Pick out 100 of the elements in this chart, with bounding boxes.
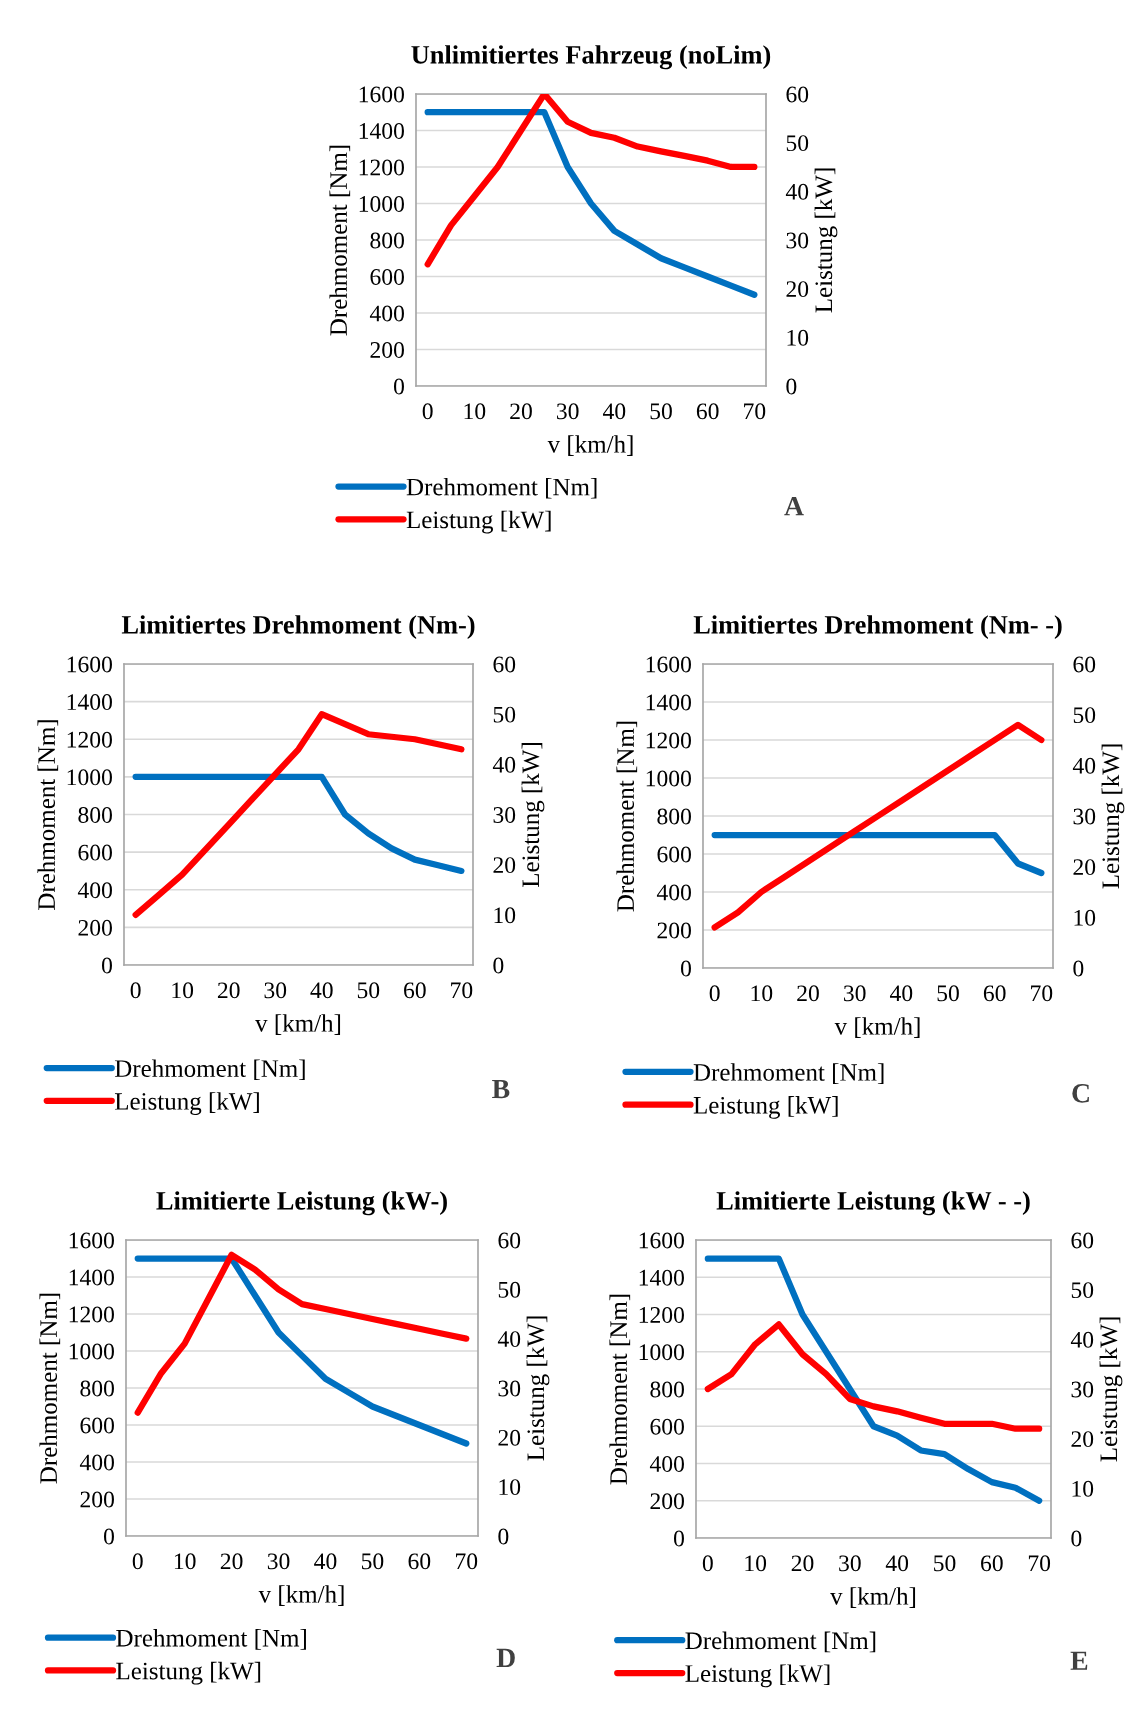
- y-tick-label: 800: [650, 1381, 684, 1398]
- x-tick-label: 10: [751, 985, 773, 1002]
- x-tick-label: 20: [797, 985, 819, 1002]
- legend-label: Drehmoment [Nm]: [685, 1631, 876, 1653]
- x-tick-label: 30: [843, 985, 866, 1002]
- y2-axis-title: Leistung [kW]: [1101, 744, 1125, 889]
- x-axis-title: v [km/h]: [547, 435, 633, 456]
- y2-tick-label: 30: [786, 232, 809, 249]
- y2-tick-label: 30: [1071, 1381, 1094, 1398]
- y-axis-title: Drehmoment [Nm]: [609, 1294, 631, 1485]
- y-tick-label: 1600: [359, 86, 404, 103]
- legend-label: Leistung [kW]: [114, 1092, 259, 1115]
- y-axis-title: Drehmoment [Nm]: [329, 145, 351, 336]
- legend-label: Leistung [kW]: [406, 510, 551, 534]
- y-tick-label: 200: [78, 919, 112, 936]
- y2-tick-label: 0: [1071, 1530, 1082, 1547]
- y2-tick-label: 30: [1073, 808, 1096, 825]
- x-tick-label: 70: [744, 403, 766, 420]
- x-tick-label: 20: [220, 1553, 243, 1570]
- x-tick-label: 50: [937, 985, 959, 1002]
- y-tick-label: 1400: [646, 694, 691, 711]
- x-tick-label: 70: [1031, 985, 1053, 1002]
- legend-label: Drehmoment [Nm]: [406, 477, 597, 499]
- y-tick-label: 1000: [646, 770, 691, 787]
- y-tick-label: 0: [393, 378, 404, 395]
- y2-tick-label: 20: [498, 1429, 521, 1446]
- y2-tick-label: 30: [493, 806, 516, 823]
- y-tick-label: 0: [103, 1528, 114, 1545]
- y2-axis-title: Leistung [kW]: [814, 168, 838, 313]
- y-tick-label: 0: [101, 957, 112, 974]
- y-tick-label: 1600: [646, 656, 691, 673]
- x-tick-label: 50: [934, 1555, 956, 1572]
- y2-tick-label: 50: [786, 135, 809, 152]
- y2-tick-label: 60: [1073, 656, 1096, 673]
- x-axis-title: v [km/h]: [834, 1017, 920, 1038]
- y-tick-label: 0: [680, 960, 691, 977]
- x-tick-label: 40: [889, 985, 913, 1002]
- legend-label: Leistung [kW]: [693, 1096, 838, 1119]
- y-tick-label: 200: [80, 1491, 114, 1508]
- y-axis-title: Drehmoment [Nm]: [39, 1293, 61, 1484]
- x-tick-label: 10: [745, 1555, 767, 1572]
- legend-label: Leistung [kW]: [116, 1661, 261, 1685]
- y2-tick-label: 10: [494, 907, 516, 924]
- y-tick-label: 400: [656, 884, 691, 901]
- y-tick-label: 1200: [639, 1306, 684, 1323]
- x-tick-label: 20: [217, 982, 240, 999]
- y-tick-label: 1000: [639, 1344, 684, 1361]
- y2-tick-label: 0: [1073, 960, 1084, 977]
- x-tick-label: 70: [456, 1553, 478, 1570]
- y-tick-label: 400: [649, 1455, 684, 1472]
- x-axis-title: v [km/h]: [258, 1585, 344, 1606]
- y-tick-label: 600: [78, 844, 112, 861]
- y-tick-label: 1200: [646, 732, 691, 749]
- y-tick-label: 600: [370, 268, 404, 285]
- text: C: [1072, 1083, 1089, 1103]
- x-tick-label: 10: [464, 403, 486, 420]
- x-tick-label: 60: [696, 403, 719, 420]
- y-tick-label: 1000: [359, 195, 404, 212]
- y-tick-label: 600: [650, 1418, 684, 1435]
- y-tick-label: 400: [77, 882, 112, 899]
- legend-label: Drehmoment [Nm]: [693, 1063, 884, 1084]
- y2-tick-label: 0: [493, 957, 504, 974]
- x-tick-label: 30: [839, 1555, 861, 1572]
- y2-axis-title: Leistung [kW]: [521, 743, 545, 888]
- y-tick-label: 200: [370, 341, 404, 358]
- y-tick-label: 400: [369, 305, 404, 322]
- text: E: [1070, 1651, 1088, 1670]
- x-tick-label: 0: [702, 1555, 713, 1572]
- x-tick-label: 20: [510, 403, 532, 420]
- chart-title: Limitierte Leistung (kW-): [156, 1191, 447, 1216]
- y-tick-label: 600: [657, 846, 691, 863]
- x-tick-label: 60: [981, 1555, 1003, 1572]
- x-tick-label: 40: [602, 403, 626, 420]
- x-tick-label: 0: [132, 1553, 143, 1570]
- chart-title: Limitiertes Drehmoment (Nm- -): [693, 615, 1062, 640]
- x-tick-label: 60: [983, 985, 1006, 1002]
- y2-tick-label: 0: [786, 378, 797, 395]
- y-tick-label: 1400: [639, 1269, 684, 1286]
- y2-tick-label: 60: [498, 1232, 521, 1249]
- chart-title: Unlimitiertes Fahrzeug (noLim): [411, 45, 771, 70]
- y-axis-title: Drehmoment [Nm]: [616, 721, 638, 912]
- y2-tick-label: 10: [787, 329, 809, 346]
- y2-tick-label: 10: [499, 1479, 521, 1496]
- x-axis-title: v [km/h]: [255, 1014, 341, 1035]
- y-tick-label: 1600: [639, 1232, 684, 1249]
- y2-tick-label: 60: [1071, 1232, 1094, 1249]
- y-tick-label: 1400: [69, 1269, 114, 1286]
- y-tick-label: 200: [657, 922, 691, 939]
- y-tick-label: 800: [657, 808, 691, 825]
- legend-label: Drehmoment [Nm]: [116, 1629, 306, 1650]
- y-tick-label: 1600: [67, 656, 112, 673]
- y-tick-label: 800: [370, 232, 404, 249]
- x-tick-label: 60: [408, 1553, 431, 1570]
- y-tick-label: 1000: [67, 769, 112, 786]
- x-tick-label: 0: [422, 403, 433, 420]
- x-tick-label: 30: [267, 1553, 290, 1570]
- y-tick-label: 600: [80, 1417, 114, 1434]
- y2-tick-label: 20: [1071, 1431, 1094, 1448]
- y2-tick-label: 10: [1072, 1480, 1094, 1497]
- x-tick-label: 30: [264, 982, 287, 999]
